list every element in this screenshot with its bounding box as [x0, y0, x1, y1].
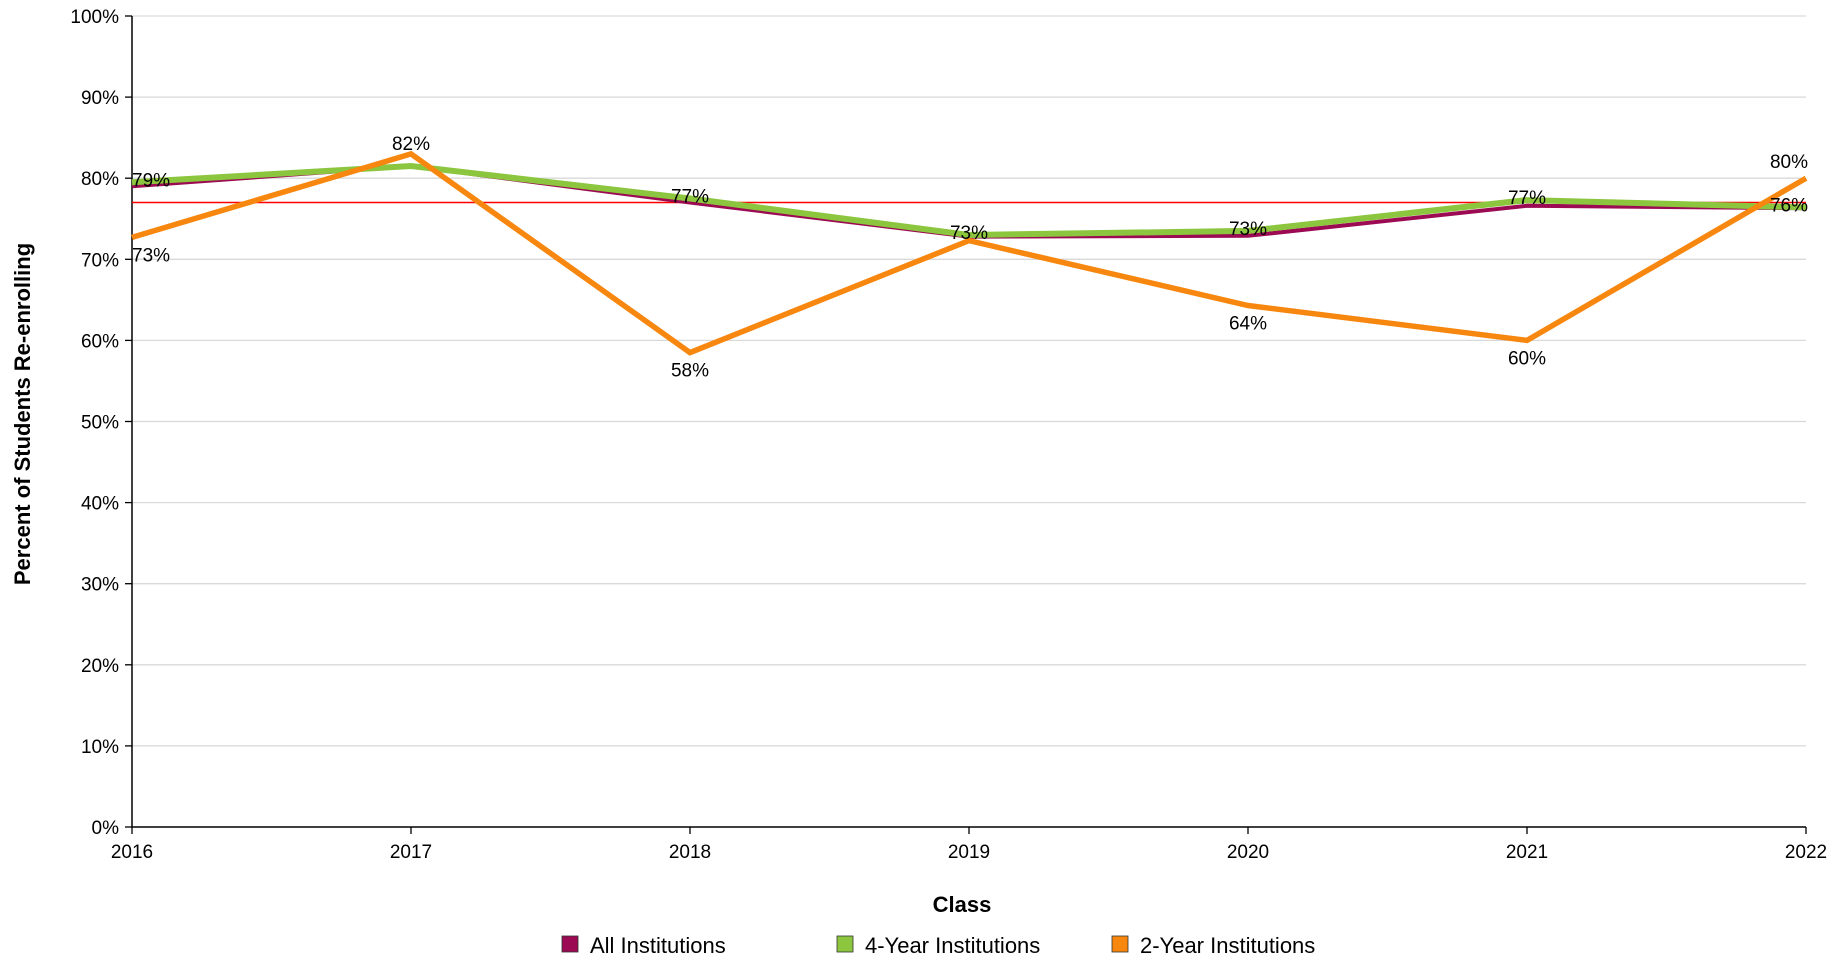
gridlines	[132, 15, 1806, 747]
x-axis-title: Class	[933, 892, 992, 917]
y-tick-label: 90%	[81, 88, 119, 109]
data-label: 77%	[671, 186, 709, 207]
x-tick-label: 2021	[1506, 842, 1548, 863]
data-label: 64%	[1229, 314, 1267, 335]
legend: All Institutions 4-Year Institutions 2-Yea…	[561, 933, 1315, 958]
data-label: 60%	[1508, 348, 1546, 369]
y-tick-label: 30%	[81, 575, 119, 596]
data-label: 76%	[1770, 195, 1808, 216]
y-tick-label: 50%	[81, 413, 119, 434]
data-label: 73%	[950, 223, 988, 244]
data-labels: 79% 77% 73% 73% 77% 76% 73% 82% 58% 64% 60% 80%	[132, 134, 1808, 382]
data-label: 73%	[1229, 219, 1267, 240]
legend-label: 2-Year Institutions	[1140, 933, 1315, 958]
x-tick-label: 2018	[669, 842, 711, 863]
data-label: 73%	[132, 245, 170, 266]
legend-label: 4-Year Institutions	[865, 933, 1040, 958]
series-line	[131, 150, 1808, 356]
y-tick-label: 40%	[81, 494, 119, 515]
y-tick-label: 100%	[70, 7, 119, 28]
data-label: 77%	[1508, 188, 1546, 209]
legend-swatch	[1111, 935, 1129, 953]
x-tick-label: 2020	[1227, 842, 1269, 863]
x-tick-label: 2017	[390, 842, 432, 863]
series-layer	[131, 150, 1808, 356]
axes: 0% 10% 20% 30% 40% 50% 60% 70% 80% 90% 100% 2016 201…	[70, 7, 1827, 863]
y-axis-title: Percent of Students Re-enrolling	[10, 243, 35, 585]
data-label: 58%	[671, 361, 709, 382]
y-tick-label: 80%	[81, 169, 119, 190]
x-tick-label: 2022	[1785, 842, 1827, 863]
series-line	[131, 162, 1807, 239]
legend-swatch	[836, 935, 854, 953]
y-tick-label: 10%	[81, 737, 119, 758]
y-tick-label: 0%	[92, 818, 120, 839]
data-label: 79%	[132, 170, 170, 191]
data-label: 82%	[392, 134, 430, 155]
x-tick-label: 2019	[948, 842, 990, 863]
y-tick-label: 70%	[81, 250, 119, 271]
data-label: 80%	[1770, 152, 1808, 173]
y-tick-label: 60%	[81, 331, 119, 352]
legend-swatch	[561, 935, 579, 953]
legend-label: All Institutions	[590, 933, 726, 958]
x-tick-label: 2016	[111, 842, 153, 863]
y-tick-label: 20%	[81, 656, 119, 677]
